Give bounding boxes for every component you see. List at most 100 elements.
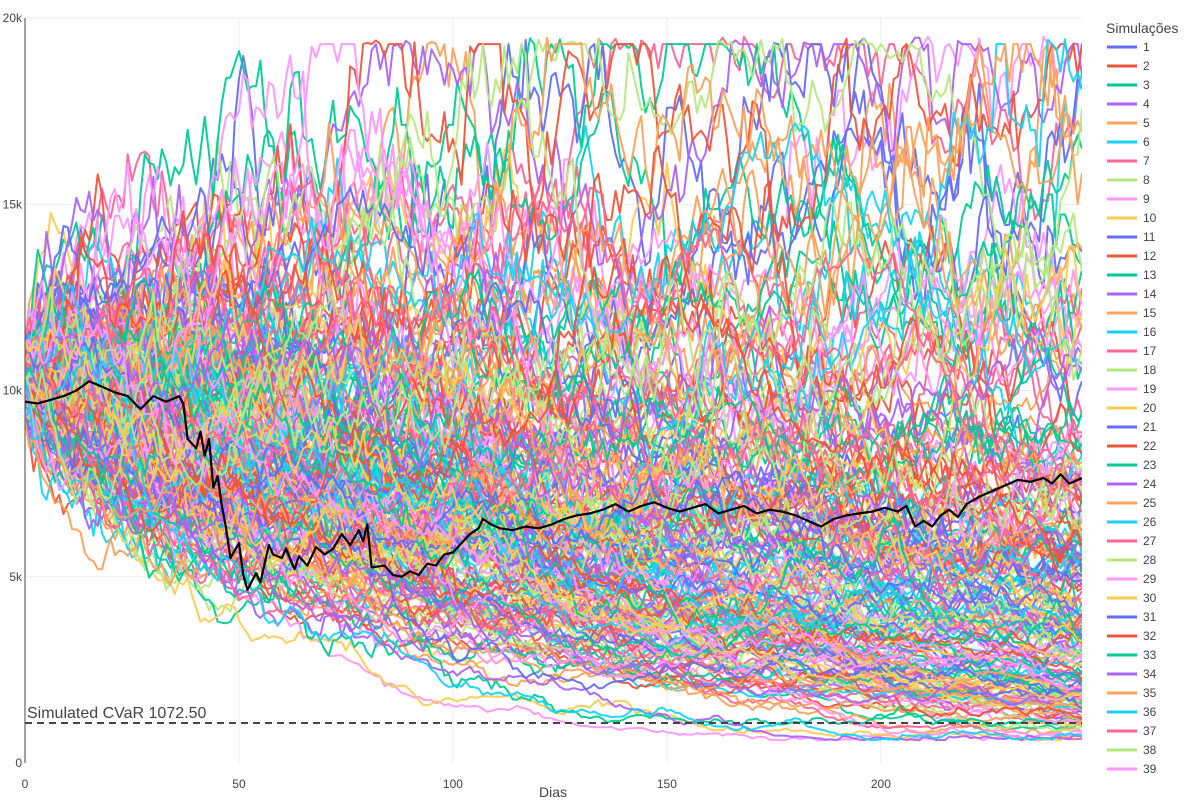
legend-item[interactable]: 34 [1107, 667, 1157, 681]
y-tick-label: 15k [3, 197, 23, 211]
legend-item[interactable]: 9 [1107, 192, 1150, 206]
legend-item[interactable]: 12 [1107, 249, 1157, 263]
legend-item[interactable]: 39 [1107, 762, 1157, 776]
simulation-line [25, 289, 1082, 575]
legend-item[interactable]: 28 [1107, 553, 1157, 567]
legend-item[interactable]: 37 [1107, 724, 1157, 738]
legend-label: 34 [1143, 667, 1157, 681]
actual-path-layer [25, 380, 1082, 591]
legend-label: 2 [1143, 59, 1150, 73]
legend-label: 29 [1143, 572, 1157, 586]
legend-item[interactable]: 27 [1107, 534, 1157, 548]
simulation-line [25, 405, 1082, 683]
legend-item[interactable]: 24 [1107, 477, 1157, 491]
y-tick-label: 20k [3, 11, 23, 25]
x-tick-label: 150 [657, 777, 677, 791]
simulation-line [25, 164, 1082, 484]
legend-label: 10 [1143, 211, 1157, 225]
simulation-line [25, 210, 1082, 657]
legend-label: 38 [1143, 743, 1157, 757]
legend-item[interactable]: 33 [1107, 648, 1157, 662]
simulation-line [25, 374, 1082, 679]
legend-item[interactable]: 13 [1107, 268, 1157, 282]
legend-item[interactable]: 25 [1107, 496, 1157, 510]
simulation-line [25, 362, 1082, 742]
legend-label: 15 [1143, 306, 1157, 320]
simulation-line [25, 346, 1082, 724]
simulation-line [25, 363, 1082, 728]
legend-item[interactable]: 10 [1107, 211, 1157, 225]
legend-item[interactable]: 31 [1107, 610, 1157, 624]
legend-label: 7 [1143, 154, 1150, 168]
legend-label: 25 [1143, 496, 1157, 510]
simulation-lines [25, 35, 1082, 742]
simulation-line [25, 37, 1082, 386]
legend-label: 3 [1143, 78, 1150, 92]
legend-item[interactable]: 20 [1107, 401, 1157, 415]
legend-label: 26 [1143, 515, 1157, 529]
cvar-annotation: Simulated CVaR 1072.50 [27, 705, 206, 722]
simulation-line [25, 389, 1082, 697]
legend-item[interactable]: 8 [1107, 173, 1150, 187]
simulation-line [25, 328, 1082, 701]
legend-item[interactable]: 30 [1107, 591, 1157, 605]
legend-item[interactable]: 11 [1107, 230, 1156, 244]
simulation-line [25, 50, 1082, 385]
legend-label: 9 [1143, 192, 1150, 206]
legend-title: Simulações [1106, 20, 1178, 36]
reference-layer: Simulated CVaR 1072.50 [25, 705, 1082, 725]
x-tick-label: 200 [871, 777, 891, 791]
simulation-line [25, 363, 1082, 643]
x-tick-label: 100 [443, 777, 463, 791]
simulation-line [25, 411, 1082, 651]
legend-item[interactable]: 4 [1107, 97, 1150, 111]
legend-item[interactable]: 6 [1107, 135, 1150, 149]
legend-item[interactable]: 3 [1107, 78, 1150, 92]
legend-item[interactable]: 2 [1107, 59, 1150, 73]
simulation-line [25, 264, 1082, 663]
legend-item[interactable]: 17 [1107, 344, 1157, 358]
legend: Simulações123456789101112131415161718192… [1086, 12, 1200, 780]
legend-label: 8 [1143, 173, 1150, 187]
y-tick-label: 10k [3, 384, 23, 398]
simulation-line [25, 36, 1082, 406]
legend-item[interactable]: 38 [1107, 743, 1157, 757]
legend-item[interactable]: 21 [1107, 420, 1157, 434]
legend-label: 13 [1143, 268, 1157, 282]
legend-item[interactable]: 5 [1107, 116, 1150, 130]
simulation-line [25, 145, 1082, 572]
legend-label: 1 [1143, 40, 1150, 54]
legend-label: 4 [1143, 97, 1150, 111]
simulation-line [25, 43, 1082, 504]
legend-label: 33 [1143, 648, 1157, 662]
legend-item[interactable]: 22 [1107, 439, 1157, 453]
x-axis-title: Dias [539, 784, 567, 800]
legend-item[interactable]: 23 [1107, 458, 1157, 472]
legend-item[interactable]: 1 [1107, 40, 1150, 54]
legend-label: 32 [1143, 629, 1157, 643]
axes: 0 5k 10k 15k 20k 0 50 100 150 200 Dias [3, 11, 892, 800]
legend-label: 36 [1143, 705, 1157, 719]
legend-item[interactable]: 7 [1107, 154, 1150, 168]
legend-label: 20 [1143, 401, 1157, 415]
legend-item[interactable]: 14 [1107, 287, 1157, 301]
legend-item[interactable]: 16 [1107, 325, 1157, 339]
legend-item[interactable]: 15 [1107, 306, 1157, 320]
legend-label: 12 [1143, 249, 1157, 263]
legend-item[interactable]: 32 [1107, 629, 1157, 643]
actual-path-line [25, 380, 1082, 591]
y-tick-label: 5k [9, 570, 23, 584]
legend-item[interactable]: 26 [1107, 515, 1157, 529]
simulation-line [25, 54, 1082, 515]
legend-label: 22 [1143, 439, 1157, 453]
legend-label: 16 [1143, 325, 1157, 339]
legend-label: 17 [1143, 344, 1157, 358]
simulation-line [25, 122, 1082, 401]
legend-item[interactable]: 35 [1107, 686, 1157, 700]
legend-label: 31 [1143, 610, 1157, 624]
legend-item[interactable]: 19 [1107, 382, 1157, 396]
legend-item[interactable]: 36 [1107, 705, 1157, 719]
legend-label: 30 [1143, 591, 1157, 605]
legend-item[interactable]: 18 [1107, 363, 1157, 377]
legend-item[interactable]: 29 [1107, 572, 1157, 586]
